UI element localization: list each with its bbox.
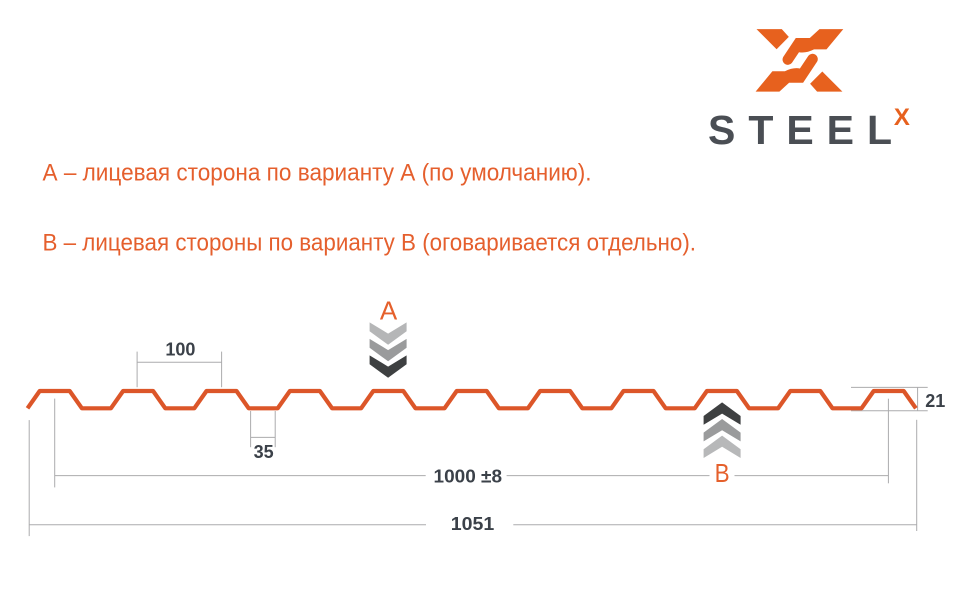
- svg-text:1051: 1051: [451, 514, 495, 534]
- svg-text:21: 21: [925, 391, 945, 411]
- svg-text:100: 100: [165, 340, 195, 360]
- svg-text:1000 ±8: 1000 ±8: [434, 466, 503, 486]
- svg-text:X: X: [894, 104, 910, 131]
- svg-text:А – лицевая сторона по вариант: А – лицевая сторона по варианту А (по ум…: [43, 159, 592, 186]
- svg-text:STEEL: STEEL: [708, 107, 892, 153]
- svg-text:А: А: [380, 295, 398, 325]
- svg-text:35: 35: [254, 442, 274, 462]
- svg-text:В: В: [715, 458, 730, 488]
- svg-text:В – лицевая стороны по вариант: В – лицевая стороны по варианту В (огова…: [43, 230, 697, 257]
